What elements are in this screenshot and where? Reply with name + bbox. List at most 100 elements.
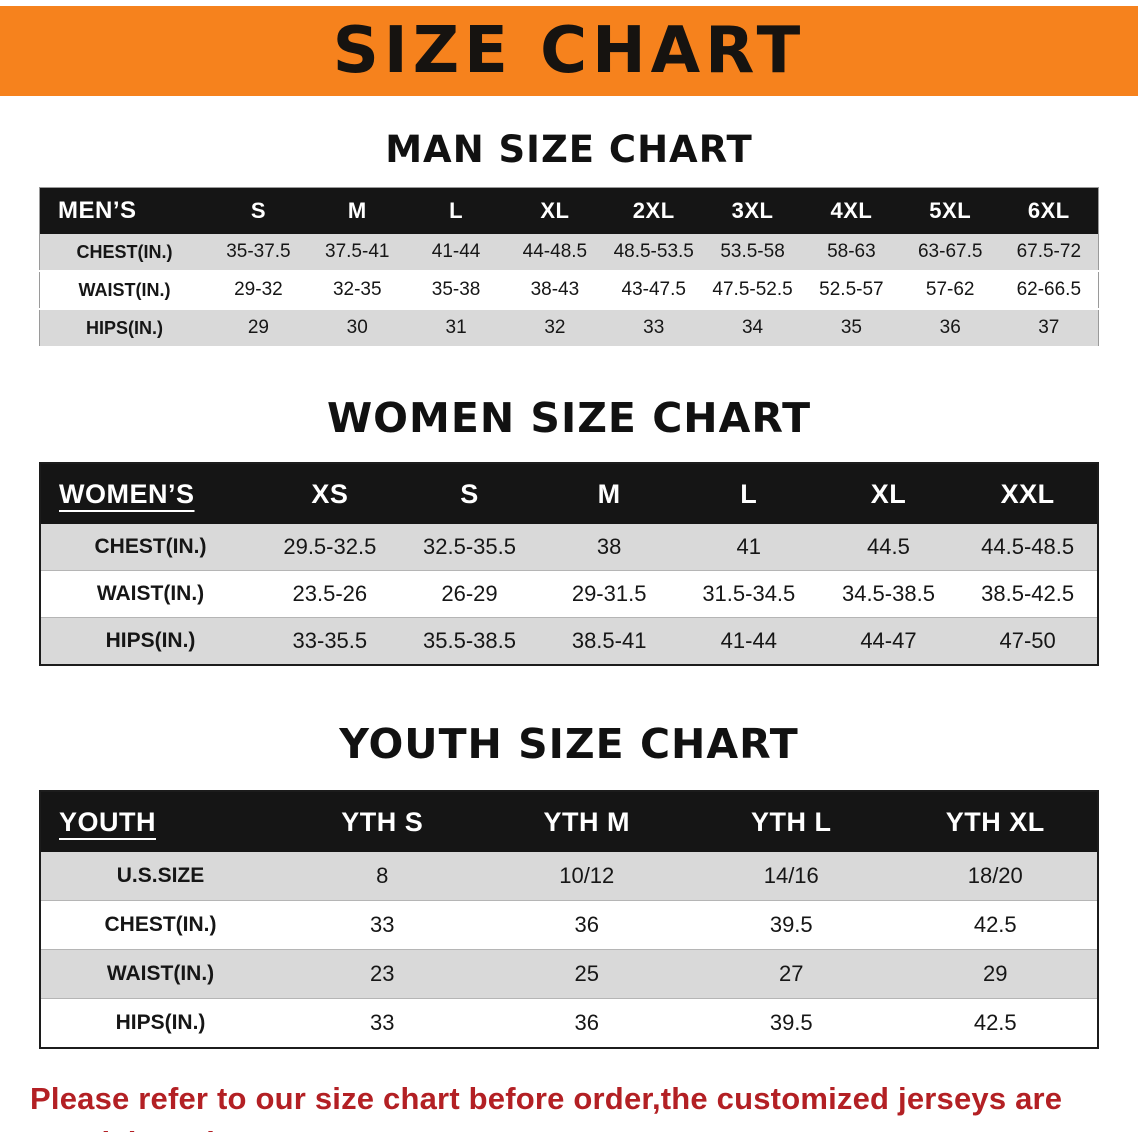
women-hips-in-value-2: 38.5-41 (571, 628, 647, 653)
size-chart-banner: SIZE CHART (0, 6, 1138, 96)
men-waist-in-value-0: 29-32 (234, 279, 283, 300)
men-waist-in-value-8: 62-66.5 (1016, 279, 1082, 300)
youth-header-size-yth-s: YTH S (280, 791, 485, 852)
women-row-waist-in: WAIST(IN.) 23.5-26 26-29 29-31.5 31.5-34.5 34… (40, 570, 1098, 618)
women-hips-in-value-1: 35.5-38.5 (423, 628, 516, 653)
women-hips-in-value-5: 47-50 (999, 628, 1056, 653)
men-waist-in-value-1: 32-35 (332, 279, 382, 300)
youth-header-row: YOUTH YTH S YTH M YTH L YTH XL (40, 791, 1098, 852)
men-header-size-l: L (406, 187, 506, 234)
disclaimer-line-1: Please refer to our size chart before or… (30, 1081, 1063, 1132)
youth-chest-in-value-3: 42.5 (973, 912, 1017, 937)
youth-hips-in-value-0: 33 (370, 1010, 395, 1035)
women-header-group-label: WOMEN’S (40, 463, 260, 524)
men-hips-in-value-6: 35 (840, 317, 862, 338)
men-row-chest-in: CHEST(IN.) 35-37.5 37.5-41 41-44 44-48.5 48.5… (39, 234, 1099, 271)
men-chest-in-value-1: 37.5-41 (325, 241, 390, 262)
men-chest-in-value-3: 44-48.5 (522, 241, 588, 262)
women-chest-in-value-2: 38 (596, 534, 622, 559)
women-section-title: WOMEN SIZE CHART (326, 394, 812, 442)
men-header-group-label: MEN’S (39, 187, 209, 234)
men-waist-in-value-3: 38-43 (530, 279, 580, 300)
women-chest-in-value-1: 32.5-35.5 (423, 534, 516, 559)
youth-row-label-waist-in: WAIST(IN.) (106, 962, 215, 985)
men-row-label-waist-in: WAIST(IN.) (78, 279, 171, 300)
men-chest-in-value-8: 67.5-72 (1016, 241, 1082, 262)
men-hips-in-value-8: 37 (1038, 317, 1060, 338)
women-header-size-xl: XL (818, 463, 959, 524)
youth-waist-in-value-0: 23 (370, 961, 395, 986)
men-row-waist-in: WAIST(IN.) 29-32 32-35 35-38 38-43 43-47.5 47.… (39, 271, 1099, 309)
women-header-size-xs: XS (260, 463, 400, 524)
youth-size-table: YOUTH YTH S YTH M YTH L YTH XL U.S.SIZE 8 10/12… (39, 790, 1099, 1049)
youth-u-s-size-value-3: 18/20 (967, 863, 1023, 888)
men-hips-in-value-3: 32 (544, 317, 566, 338)
youth-u-s-size-value-2: 14/16 (763, 863, 819, 888)
youth-row-chest-in: CHEST(IN.) 33 36 39.5 42.5 (40, 900, 1098, 950)
women-header-size-xxl: XXL (958, 463, 1098, 524)
men-hips-in-value-5: 34 (741, 317, 764, 338)
women-size-table: WOMEN’S XS S M L XL XXL CHEST(IN.) 29.5-32.5 32.5… (39, 462, 1099, 666)
youth-chest-in-value-2: 39.5 (769, 912, 813, 937)
men-waist-in-value-4: 43-47.5 (621, 279, 686, 300)
youth-hips-in-value-3: 42.5 (973, 1010, 1017, 1035)
women-row-hips-in: HIPS(IN.) 33-35.5 35.5-38.5 38.5-41 41-44 44-… (40, 617, 1098, 665)
women-row-label-waist-in: WAIST(IN.) (96, 582, 205, 605)
women-waist-in-value-2: 29-31.5 (571, 581, 647, 606)
men-chest-in-value-5: 53.5-58 (720, 241, 785, 262)
men-chest-in-value-7: 63-67.5 (917, 241, 983, 262)
youth-header-size-yth-xl: YTH XL (893, 791, 1098, 852)
men-chest-in-value-0: 35-37.5 (226, 241, 291, 262)
women-header-size-s: S (399, 463, 540, 524)
women-row-label-hips-in: HIPS(IN.) (105, 629, 196, 652)
women-hips-in-value-4: 44-47 (860, 628, 917, 653)
men-row-hips-in: HIPS(IN.) 29 30 31 32 33 34 35 36 37 (39, 309, 1099, 347)
youth-header-size-yth-m: YTH M (484, 791, 689, 852)
women-chest-in-value-4: 44.5 (867, 534, 910, 559)
youth-header-size-yth-l: YTH L (689, 791, 894, 852)
men-waist-in-value-2: 35-38 (431, 279, 481, 300)
men-chest-in-value-2: 41-44 (431, 241, 481, 262)
men-header-size-6xl: 6XL (999, 187, 1099, 234)
youth-header-group-label: YOUTH (40, 791, 280, 852)
women-header-row: WOMEN’S XS S M L XL XXL (40, 463, 1098, 524)
women-row-chest-in: CHEST(IN.) 29.5-32.5 32.5-35.5 38 41 44.5 44.5… (40, 524, 1098, 571)
men-header-size-xl: XL (505, 187, 605, 234)
women-hips-in-value-3: 41-44 (720, 628, 777, 653)
men-header-size-5xl: 5XL (900, 187, 1000, 234)
men-chest-in-value-4: 48.5-53.5 (613, 241, 694, 262)
men-header-size-4xl: 4XL (801, 187, 901, 234)
men-waist-in-value-6: 52.5-57 (819, 279, 884, 300)
men-section-title: MAN SIZE CHART (385, 128, 753, 171)
women-waist-in-value-5: 38.5-42.5 (981, 581, 1075, 606)
women-waist-in-value-0: 23.5-26 (292, 581, 368, 606)
youth-row-label-u-s-size: U.S.SIZE (116, 864, 205, 887)
women-chest-in-value-5: 44.5-48.5 (981, 534, 1075, 559)
men-hips-in-value-2: 31 (445, 317, 467, 338)
women-chest-in-value-3: 41 (736, 534, 762, 559)
youth-hips-in-value-1: 36 (574, 1010, 599, 1035)
men-hips-in-value-1: 30 (346, 317, 368, 338)
women-row-label-chest-in: CHEST(IN.) (94, 535, 207, 558)
men-header-size-s: S (209, 187, 308, 234)
men-row-label-chest-in: CHEST(IN.) (76, 241, 173, 262)
men-header-size-3xl: 3XL (703, 187, 802, 234)
men-hips-in-value-7: 36 (939, 317, 961, 338)
women-header-size-l: L (678, 463, 819, 524)
women-chest-in-value-0: 29.5-32.5 (283, 534, 377, 559)
youth-waist-in-value-3: 29 (983, 961, 1008, 986)
men-hips-in-value-0: 29 (247, 317, 269, 338)
youth-row-u-s-size: U.S.SIZE 8 10/12 14/16 18/20 (40, 852, 1098, 901)
women-hips-in-value-0: 33-35.5 (292, 628, 368, 653)
men-row-label-hips-in: HIPS(IN.) (85, 317, 163, 338)
youth-row-hips-in: HIPS(IN.) 33 36 39.5 42.5 (40, 998, 1098, 1048)
men-hips-in-value-4: 33 (643, 317, 665, 338)
youth-row-waist-in: WAIST(IN.) 23 25 27 29 (40, 949, 1098, 999)
men-header-size-m: M (307, 187, 407, 234)
youth-hips-in-value-2: 39.5 (769, 1010, 813, 1035)
youth-waist-in-value-2: 27 (779, 961, 804, 986)
women-waist-in-value-4: 34.5-38.5 (841, 581, 935, 606)
men-chest-in-value-6: 58-63 (827, 241, 876, 262)
men-header-size-2xl: 2XL (604, 187, 704, 234)
youth-u-s-size-value-0: 8 (376, 863, 389, 888)
